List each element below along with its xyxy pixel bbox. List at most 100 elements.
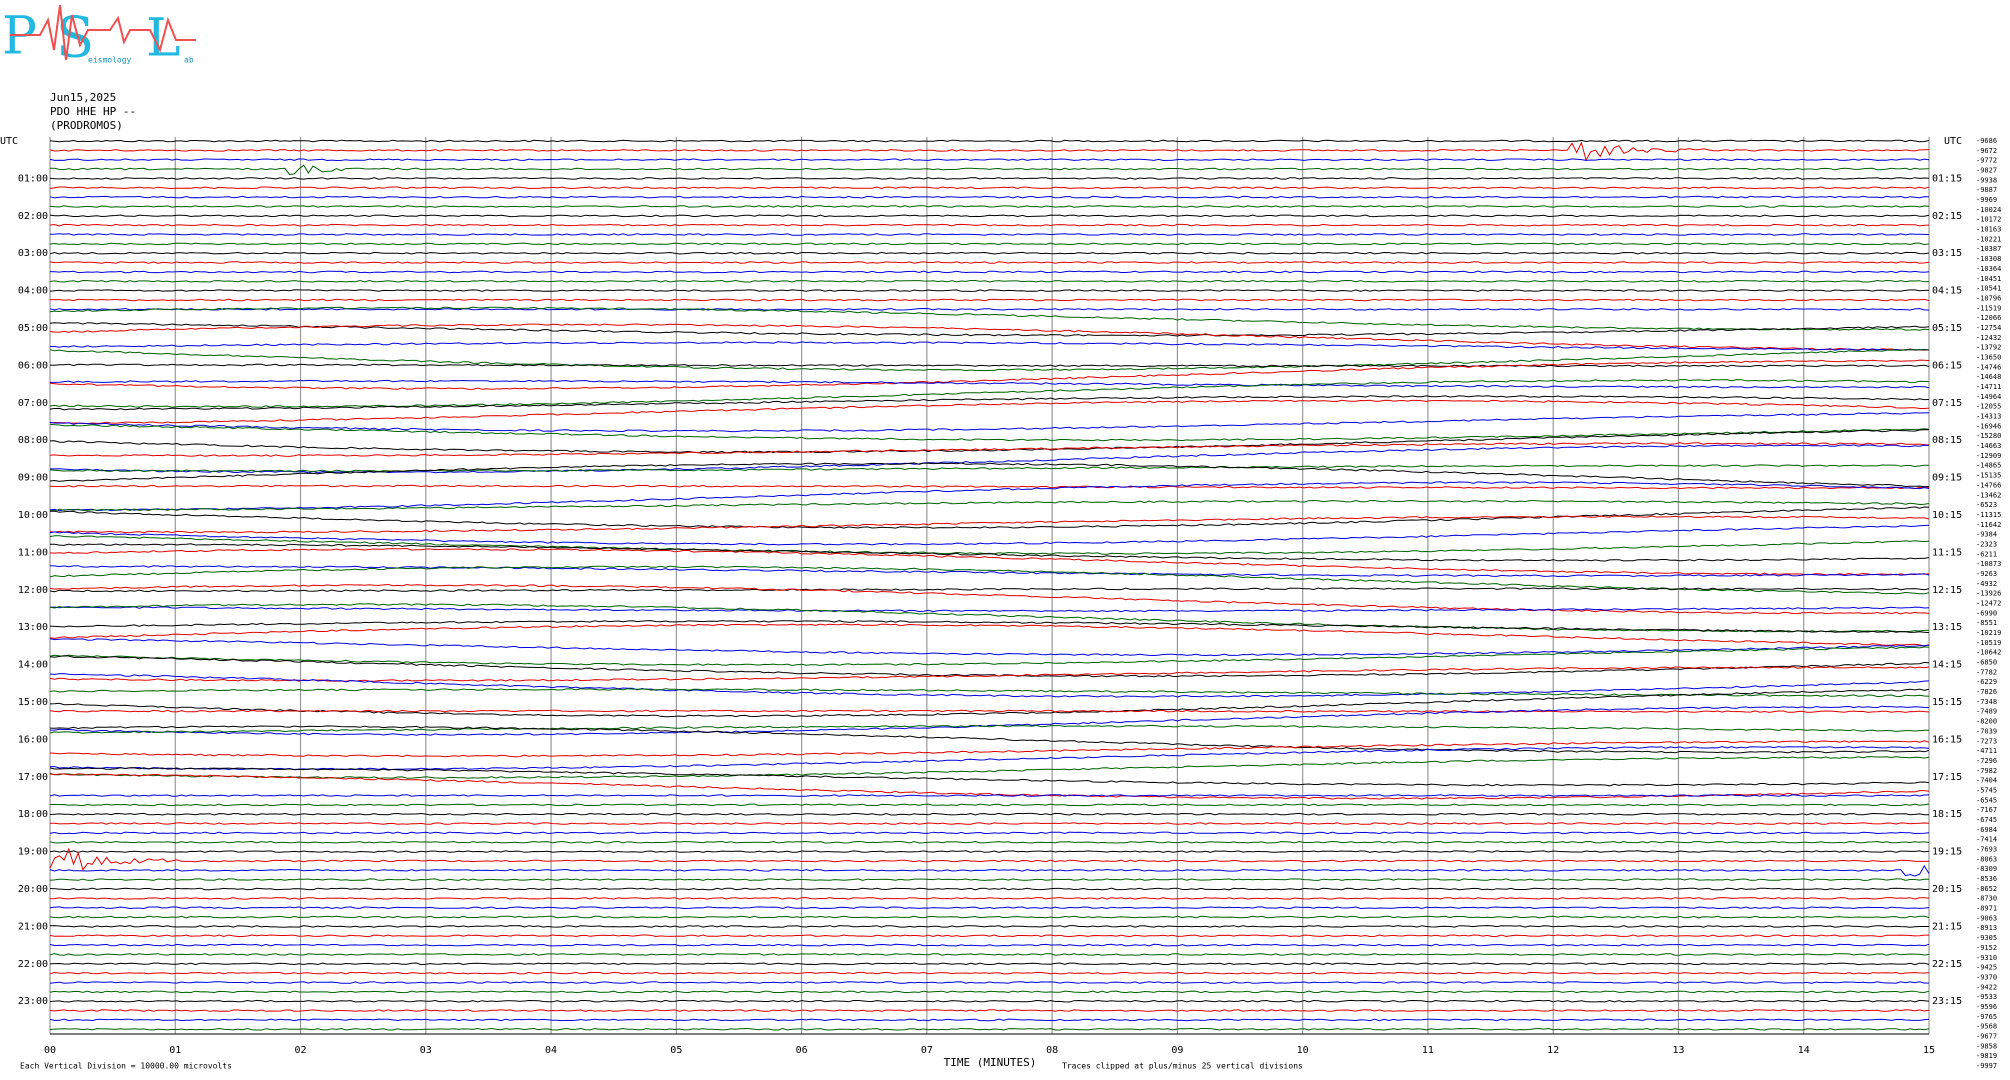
right-hour-label: 09:15 bbox=[1932, 473, 1962, 484]
trace bbox=[50, 745, 1930, 771]
offset-label: -10541 bbox=[1976, 285, 2001, 293]
offset-label: -10024 bbox=[1976, 206, 2001, 214]
trace bbox=[49, 646, 1930, 667]
left-axis-title: UTC bbox=[0, 136, 18, 147]
trace bbox=[49, 606, 1930, 613]
trace bbox=[49, 1018, 1930, 1022]
x-tick-label: 07 bbox=[921, 1045, 933, 1056]
left-hour-label: 06:00 bbox=[18, 360, 48, 371]
offset-label: -9596 bbox=[1976, 1003, 1997, 1011]
offset-label: -9370 bbox=[1976, 973, 1997, 981]
offset-label: -9858 bbox=[1976, 1042, 1997, 1050]
x-tick-label: 06 bbox=[796, 1045, 808, 1056]
trace bbox=[49, 934, 1929, 938]
trace bbox=[49, 709, 1930, 713]
trace bbox=[49, 803, 1930, 807]
trace bbox=[49, 673, 1930, 698]
offset-label: -9677 bbox=[1976, 1032, 1997, 1040]
offset-label: -11519 bbox=[1976, 304, 2001, 312]
offset-label: -10221 bbox=[1976, 235, 2001, 243]
trace bbox=[49, 925, 1929, 928]
right-hour-label: 22:15 bbox=[1932, 959, 1962, 970]
offset-label: -6990 bbox=[1976, 609, 1997, 617]
trace bbox=[49, 688, 1930, 718]
offset-label: -8730 bbox=[1976, 895, 1997, 903]
trace bbox=[50, 444, 1930, 474]
offset-label: -10219 bbox=[1976, 629, 2001, 637]
trace bbox=[49, 279, 1930, 283]
offset-label: -14648 bbox=[1976, 373, 2001, 381]
trace bbox=[49, 767, 1930, 787]
trace bbox=[49, 583, 1930, 615]
offset-label: -9672 bbox=[1976, 147, 1997, 155]
right-hour-label: 16:15 bbox=[1932, 734, 1962, 745]
left-hour-label: 09:00 bbox=[18, 473, 48, 484]
offset-label: -8309 bbox=[1976, 865, 1997, 873]
offset-label: -4711 bbox=[1976, 747, 1997, 755]
offset-label: -10387 bbox=[1976, 245, 2001, 253]
left-hour-label: 13:00 bbox=[18, 622, 48, 633]
trace bbox=[49, 971, 1930, 975]
trace bbox=[49, 831, 1930, 835]
right-hour-label: 17:15 bbox=[1932, 772, 1962, 783]
site: (PRODROMOS) bbox=[50, 119, 123, 132]
grid bbox=[49, 137, 1930, 1035]
offset-label: -9772 bbox=[1976, 157, 1997, 165]
offset-label: -10364 bbox=[1976, 265, 2001, 273]
logo: P S L eismology ab bbox=[2, 4, 196, 71]
offset-label: -14711 bbox=[1976, 383, 2001, 391]
offset-label: -7414 bbox=[1976, 836, 1997, 844]
offset-label: -11315 bbox=[1976, 511, 2001, 519]
offset-label: -7348 bbox=[1976, 698, 1997, 706]
right-hour-label: 20:15 bbox=[1932, 884, 1962, 895]
offset-label: -10308 bbox=[1976, 255, 2001, 263]
offset-label: -9533 bbox=[1976, 993, 1997, 1001]
trace bbox=[49, 289, 1930, 292]
trace bbox=[49, 1009, 1930, 1012]
left-hour-label: 15:00 bbox=[18, 697, 48, 708]
offset-label: -10451 bbox=[1976, 275, 2001, 283]
left-hour-label: 02:00 bbox=[18, 211, 48, 222]
trace bbox=[49, 306, 1930, 331]
trace bbox=[49, 270, 1930, 274]
right-hour-label: 14:15 bbox=[1932, 660, 1962, 671]
offset-label: -13462 bbox=[1976, 491, 2001, 499]
x-tick-label: 15 bbox=[1923, 1045, 1935, 1056]
right-hour-label: 15:15 bbox=[1932, 697, 1962, 708]
offset-label: -7782 bbox=[1976, 668, 1997, 676]
offset-label: -9063 bbox=[1976, 914, 1997, 922]
offset-label: -12909 bbox=[1976, 452, 2001, 460]
offset-label: -13926 bbox=[1976, 590, 2001, 598]
left-hour-label: 22:00 bbox=[18, 959, 48, 970]
trace bbox=[49, 906, 1930, 910]
offset-label: -9827 bbox=[1976, 167, 1997, 175]
trace bbox=[49, 587, 1930, 593]
offset-label: -9384 bbox=[1976, 531, 1997, 539]
trace bbox=[49, 462, 1930, 488]
offset-label: -16946 bbox=[1976, 422, 2001, 430]
trace bbox=[49, 141, 1930, 162]
trace bbox=[49, 484, 1929, 490]
trace bbox=[49, 962, 1930, 966]
right-hour-label: 11:15 bbox=[1932, 547, 1962, 558]
offset-label: -12754 bbox=[1976, 324, 2001, 332]
traces bbox=[49, 139, 1930, 1031]
offset-label: -7826 bbox=[1976, 688, 1997, 696]
logo-letter: P bbox=[2, 7, 37, 67]
trace bbox=[49, 812, 1930, 816]
x-tick-label: 00 bbox=[44, 1045, 56, 1056]
trace bbox=[49, 158, 1930, 162]
offset-label: -11642 bbox=[1976, 521, 2001, 529]
offset-label: -7693 bbox=[1976, 846, 1997, 854]
trace bbox=[49, 840, 1930, 844]
trace bbox=[49, 756, 1930, 779]
trace bbox=[49, 251, 1930, 255]
offset-label: -9425 bbox=[1976, 964, 1997, 972]
right-hour-label: 04:15 bbox=[1932, 286, 1962, 297]
x-tick-label: 03 bbox=[420, 1045, 432, 1056]
x-axis-title: TIME (MINUTES) bbox=[944, 1056, 1037, 1069]
right-hour-label: 02:15 bbox=[1932, 211, 1962, 222]
offset-label: -10796 bbox=[1976, 294, 2001, 302]
offset-label: -12472 bbox=[1976, 600, 2001, 608]
trace bbox=[49, 565, 1930, 595]
